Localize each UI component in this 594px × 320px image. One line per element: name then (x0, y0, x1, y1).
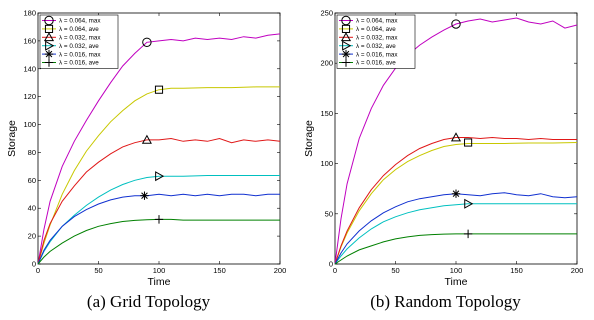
x-tick-label: 200 (571, 266, 584, 275)
series-line (334, 136, 577, 265)
series-line (37, 137, 281, 265)
legend-marker (341, 49, 351, 59)
legend-entry: λ = 0.016, max (59, 51, 101, 58)
legend-entry: λ = 0.032, max (59, 35, 101, 42)
x-tick-label: 0 (333, 266, 337, 275)
y-axis-label: Storage (6, 120, 18, 157)
data-marker (142, 37, 152, 47)
legend-entry: λ = 0.064, ave (356, 26, 396, 33)
y-tick-label: 200 (320, 59, 333, 68)
figure-caption: (a) Grid Topology (87, 292, 211, 311)
legend-box (39, 14, 119, 69)
legend-marker (45, 40, 55, 51)
legend-marker (44, 49, 54, 59)
data-marker (140, 191, 149, 200)
x-tick-label: 200 (274, 266, 287, 275)
series-line (37, 33, 281, 265)
legend-entry: λ = 0.064, max (356, 18, 398, 25)
legend-entry: λ = 0.032, max (356, 35, 398, 42)
y-tick-label: 160 (23, 36, 36, 45)
x-tick-label: 0 (36, 266, 40, 275)
y-tick-label: 100 (23, 120, 36, 129)
legend-marker (341, 15, 351, 26)
series-line (334, 233, 577, 265)
legend-marker (43, 32, 55, 42)
chart-random-topology: 0 50 100 150 200 0 50 100 150 200 250 Time Storage λ … (303, 9, 584, 312)
y-tick-label: 180 (23, 9, 36, 18)
series-line (37, 218, 280, 265)
data-marker (451, 19, 461, 29)
legend-entry: λ = 0.016, ave (59, 60, 99, 67)
legend-marker (341, 58, 351, 67)
legend-entry: λ = 0.032, ave (59, 43, 99, 50)
legend-marker (342, 40, 352, 51)
y-tick-label: 250 (320, 9, 333, 18)
data-marker (155, 171, 165, 182)
y-tick-label: 140 (23, 64, 36, 73)
data-marker (450, 132, 462, 142)
legend-entry: λ = 0.064, max (59, 18, 101, 25)
legend-marker (44, 15, 54, 26)
y-tick-label: 60 (28, 176, 36, 185)
y-tick-label: 50 (325, 209, 333, 218)
y-tick-label: 80 (28, 148, 36, 157)
data-marker (451, 189, 461, 198)
x-tick-label: 150 (510, 266, 523, 275)
data-marker (141, 134, 152, 144)
x-tick-label: 100 (450, 266, 463, 275)
legend-entry: λ = 0.016, ave (356, 60, 396, 67)
data-marker (154, 85, 164, 94)
y-tick-label: 120 (23, 92, 36, 101)
chart-grid-topology: 0 50 100 150 200 0 20 40 60 80 100 120 140 160 180 Time… (6, 9, 287, 312)
x-axis-label: Time (445, 276, 468, 288)
series-line (334, 203, 577, 265)
legend-entry: λ = 0.064, ave (59, 26, 99, 33)
y-tick-label: 0 (32, 260, 36, 269)
legend-box (336, 14, 416, 69)
y-axis-label: Storage (303, 120, 315, 157)
legend-entry: λ = 0.032, ave (356, 43, 396, 50)
y-tick-label: 150 (320, 109, 333, 118)
data-marker (464, 198, 474, 209)
x-axis-label: Time (148, 276, 171, 288)
x-tick-label: 50 (94, 266, 102, 275)
series-line (37, 193, 280, 265)
data-marker (464, 138, 473, 147)
data-marker (463, 229, 473, 239)
y-tick-label: 0 (329, 260, 333, 269)
y-tick-label: 100 (320, 159, 333, 168)
legend-entry: λ = 0.016, max (356, 51, 398, 58)
legend-marker (340, 32, 352, 42)
y-tick-label: 20 (28, 232, 36, 241)
x-tick-label: 50 (391, 266, 399, 275)
legend-marker (44, 58, 54, 67)
series-line (334, 17, 578, 265)
y-tick-label: 40 (28, 204, 36, 213)
x-tick-label: 100 (153, 266, 166, 275)
data-marker (154, 215, 164, 224)
series-line (334, 192, 578, 265)
series-line (334, 142, 578, 265)
series-line (37, 86, 280, 265)
x-tick-label: 150 (213, 266, 226, 275)
figure-caption: (b) Random Topology (370, 292, 521, 311)
